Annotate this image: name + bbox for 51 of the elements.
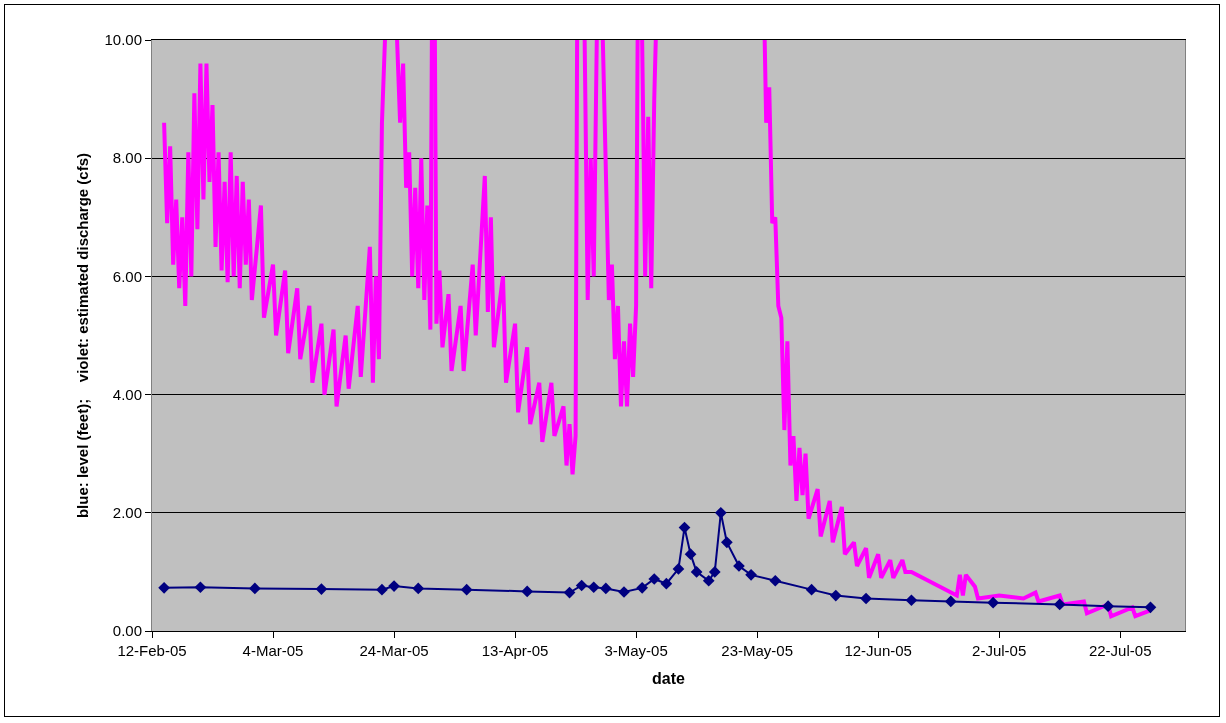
point bbox=[805, 583, 818, 596]
point bbox=[587, 581, 600, 594]
x-tick-label: 24-Mar-05 bbox=[359, 642, 429, 659]
y-tick-label: 2.00 bbox=[112, 504, 142, 522]
y-tick-label: 0.00 bbox=[112, 622, 142, 640]
point bbox=[678, 521, 691, 534]
y-tick-label: 10.00 bbox=[104, 31, 142, 49]
x-tick-label: 22-Jul-05 bbox=[1088, 642, 1152, 659]
point bbox=[412, 582, 425, 595]
point bbox=[721, 536, 733, 549]
point bbox=[599, 582, 612, 595]
point bbox=[769, 574, 782, 587]
point bbox=[944, 595, 957, 608]
point bbox=[702, 574, 715, 587]
point bbox=[376, 583, 388, 596]
point bbox=[521, 585, 534, 598]
y-tick-label: 4.00 bbox=[112, 385, 142, 403]
x-tick-label: 12-Jun-05 bbox=[844, 642, 912, 659]
point bbox=[158, 582, 170, 594]
point bbox=[829, 589, 842, 602]
point bbox=[987, 596, 999, 609]
x-tick-label: 3-May-05 bbox=[604, 642, 668, 659]
x-tick-label: 13-Apr-05 bbox=[481, 642, 549, 659]
point bbox=[194, 581, 207, 594]
point bbox=[660, 577, 673, 590]
point bbox=[860, 592, 872, 605]
y-axis-title: blue: level (feet); violet: estimated discharge (cfs) bbox=[73, 152, 91, 519]
point bbox=[1053, 598, 1066, 611]
y-tick-label: 6.00 bbox=[112, 267, 142, 285]
x-tick-label: 4-Mar-05 bbox=[242, 642, 304, 659]
x-tick-label: 2-Jul-05 bbox=[972, 642, 1027, 659]
point bbox=[1144, 601, 1157, 614]
x-tick-label: 23-May-05 bbox=[721, 642, 793, 659]
point bbox=[690, 566, 703, 578]
point bbox=[648, 573, 661, 585]
point bbox=[249, 582, 261, 595]
point bbox=[1102, 600, 1114, 613]
point bbox=[315, 583, 328, 595]
point bbox=[708, 566, 721, 578]
point bbox=[575, 579, 588, 592]
point bbox=[563, 586, 576, 599]
point bbox=[714, 506, 727, 519]
y-tick-label: 8.00 bbox=[112, 149, 142, 167]
point bbox=[460, 583, 473, 596]
point bbox=[672, 563, 685, 575]
point bbox=[636, 582, 648, 594]
point bbox=[745, 569, 757, 581]
point bbox=[905, 594, 918, 607]
x-axis-title: date bbox=[652, 669, 686, 687]
point bbox=[684, 548, 697, 561]
x-tick-label: 12-Feb-05 bbox=[117, 642, 187, 659]
